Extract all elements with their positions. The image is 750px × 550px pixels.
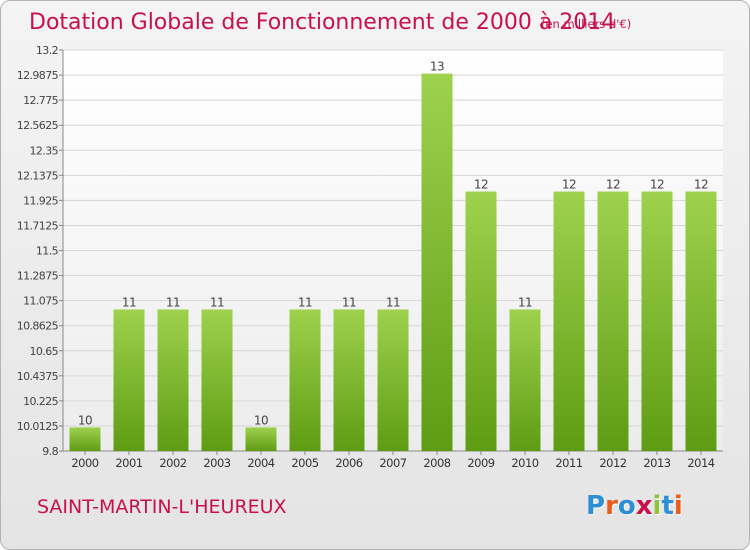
y-tick-label: 10.8625 [17, 320, 59, 333]
y-tick-label: 13.2 [36, 44, 58, 57]
x-tick-label: 2008 [423, 456, 450, 470]
x-tick-label: 2003 [203, 456, 230, 470]
logo-letter: r [605, 491, 618, 521]
x-tick-label: 2011 [555, 456, 582, 470]
bar-value-label: 12 [606, 178, 620, 192]
bar [289, 309, 321, 451]
bar [201, 309, 233, 451]
y-tick-label: 12.1375 [17, 169, 59, 182]
bar [685, 191, 717, 451]
y-tick-label: 12.35 [30, 144, 59, 157]
bar-value-label: 11 [166, 295, 180, 309]
x-tick-label: 2001 [115, 456, 142, 470]
y-tick-label: 12.775 [23, 94, 58, 107]
bar-value-label: 11 [386, 295, 400, 309]
x-tick-label: 2010 [511, 456, 538, 470]
y-tick-label: 10.0125 [17, 420, 59, 433]
bar-value-label: 12 [474, 178, 488, 192]
x-tick-label: 2002 [159, 456, 186, 470]
bar [465, 191, 497, 451]
x-tick-label: 2012 [599, 456, 626, 470]
bar-value-label: 11 [210, 295, 224, 309]
bar [113, 309, 145, 451]
bar [641, 191, 673, 451]
bar-value-label: 12 [694, 178, 708, 192]
y-tick-label: 10.225 [23, 395, 58, 408]
y-tick-label: 11.925 [23, 194, 58, 207]
chart-title: Dotation Globale de Fonctionnement de 20… [29, 10, 616, 35]
bar [597, 191, 629, 451]
chart-unit: (en milliers d'€) [541, 17, 632, 31]
y-tick-label: 12.5625 [17, 119, 59, 132]
x-tick-label: 2006 [335, 456, 362, 470]
bar [421, 73, 453, 452]
y-tick-label: 10.65 [30, 345, 59, 358]
y-tick-label: 11.7125 [17, 219, 59, 232]
bar-value-label: 13 [430, 60, 444, 74]
x-tick-label: 2004 [247, 456, 274, 470]
bar-value-label: 12 [562, 178, 576, 192]
bar [245, 427, 277, 451]
y-tick-label: 9.8 [42, 445, 58, 458]
bar-value-label: 10 [254, 413, 268, 427]
logo-letter: t [661, 491, 674, 521]
x-tick-label: 2007 [379, 456, 406, 470]
y-tick-label: 11.075 [23, 295, 58, 308]
logo-letter: o [617, 491, 636, 521]
bar-value-label: 10 [78, 413, 92, 427]
bar [509, 309, 541, 451]
logo-letter: i [673, 491, 683, 521]
y-tick-label: 11.2875 [17, 270, 59, 283]
bar [69, 427, 101, 451]
x-tick-label: 2000 [71, 456, 98, 470]
logo-letter: x [635, 491, 653, 521]
bar-value-label: 11 [298, 295, 312, 309]
x-tick-label: 2009 [467, 456, 494, 470]
bar-value-label: 11 [518, 295, 532, 309]
bar [157, 309, 189, 451]
logo-letter: i [652, 491, 662, 521]
x-tick-label: 2005 [291, 456, 318, 470]
bar-value-label: 11 [122, 295, 136, 309]
bar [333, 309, 365, 451]
x-tick-label: 2014 [687, 456, 714, 470]
proxiti-logo[interactable]: Proxiti [586, 491, 683, 521]
y-tick-label: 11.5 [36, 245, 59, 258]
y-tick-label: 12.9875 [17, 69, 59, 82]
commune-name: SAINT-MARTIN-L'HEUREUX [37, 496, 287, 518]
bar [553, 191, 585, 451]
x-tick-label: 2013 [643, 456, 670, 470]
bar [377, 309, 409, 451]
bar-value-label: 11 [342, 295, 356, 309]
logo-letter: P [586, 491, 606, 521]
y-tick-label: 10.4375 [17, 370, 59, 383]
bar-value-label: 12 [650, 178, 664, 192]
